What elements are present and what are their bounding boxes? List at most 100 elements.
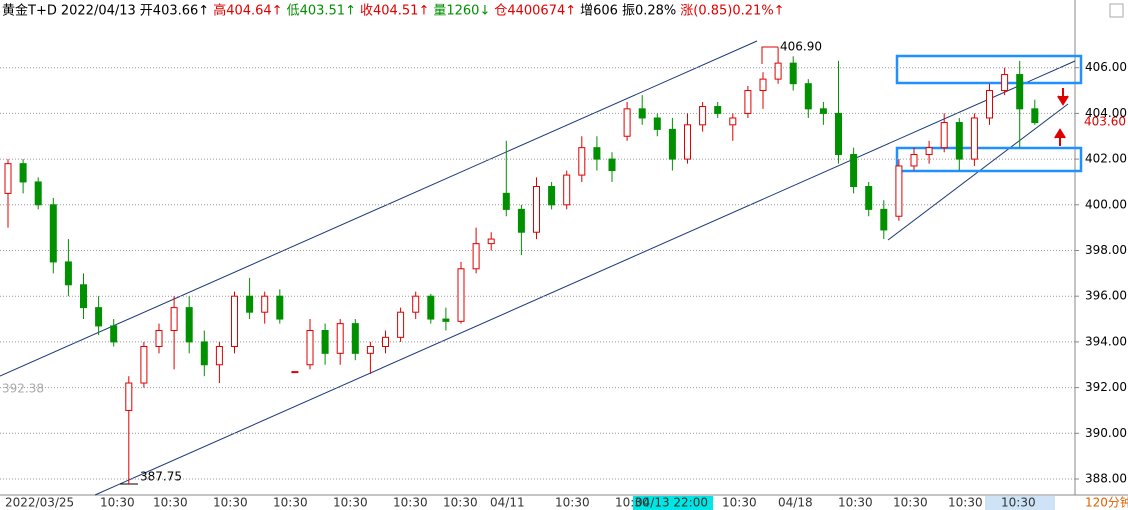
candle-body xyxy=(246,295,254,313)
candle-body xyxy=(19,163,27,183)
annotation: 387.75 xyxy=(140,470,182,484)
candle-body xyxy=(200,341,208,366)
candle-body xyxy=(638,108,646,119)
x-tick-label: 04/11 xyxy=(490,496,525,510)
candle-body xyxy=(608,158,616,172)
candle-body xyxy=(231,295,238,347)
candle-body xyxy=(336,323,344,354)
y-tick-label: 388.00 xyxy=(1085,472,1127,486)
candle-body xyxy=(910,154,918,167)
candle-body xyxy=(623,108,631,137)
candle-body xyxy=(502,192,510,210)
x-tick-label: 10:30 xyxy=(615,496,650,510)
candle-body xyxy=(563,174,571,206)
candle-body xyxy=(668,128,676,160)
candle-body xyxy=(351,323,359,354)
candle-body xyxy=(548,186,556,206)
candle-body xyxy=(789,62,797,85)
candle-body xyxy=(865,186,873,210)
candle-body xyxy=(1031,108,1039,124)
candle-body xyxy=(850,154,858,188)
candle-body xyxy=(321,329,329,354)
candle-body xyxy=(306,329,314,366)
candle-body xyxy=(291,371,299,374)
candle-body xyxy=(986,90,993,119)
price-label-bg xyxy=(1076,114,1128,130)
arrow-down xyxy=(1057,88,1069,106)
y-tick-label: 402.00 xyxy=(1085,152,1127,166)
candle-body xyxy=(95,307,103,327)
candle-body xyxy=(472,243,480,270)
x-tick-label: 10:30 xyxy=(273,496,308,510)
candle-body xyxy=(970,117,978,160)
y-tick-label: 400.00 xyxy=(1085,197,1127,211)
candle-body xyxy=(49,204,57,263)
header-item: 收404.51↑ xyxy=(360,4,429,19)
trend-line xyxy=(94,60,1076,496)
candle-body xyxy=(185,307,193,343)
y-tick-label: 390.00 xyxy=(1085,426,1127,440)
candle-body xyxy=(140,345,148,384)
candle-body xyxy=(110,325,118,343)
candle-body xyxy=(578,147,586,176)
candle-body xyxy=(382,336,389,347)
candle-body xyxy=(170,307,178,331)
candle-body xyxy=(819,108,827,114)
candle-body xyxy=(1016,74,1024,110)
x-tick-label: 10:30 xyxy=(722,496,757,510)
candle-body xyxy=(427,295,435,320)
header: 黄金T+D 2022/04/13 开403.66↑ 高404.64↑ 低403.51↑ 收… xyxy=(2,3,785,19)
candle-body xyxy=(895,165,903,217)
y-tick-label: 392.00 xyxy=(1085,380,1127,394)
candle-body xyxy=(34,181,42,206)
header-item: 低403.51↑ xyxy=(287,4,356,19)
x-tick-label: 10:30 xyxy=(213,496,248,510)
x-tick-label: 10:30 xyxy=(393,496,428,510)
trend-line xyxy=(0,40,758,377)
header-item: 高404.64↑ xyxy=(213,3,282,19)
annotation: 406.90 xyxy=(780,40,822,54)
candle-body xyxy=(80,284,87,309)
candle-body xyxy=(533,186,540,233)
y-tick-label: 398.00 xyxy=(1085,243,1127,257)
x-tick-label: 10:30 xyxy=(333,496,368,510)
candle-body xyxy=(804,83,812,110)
highlight-box xyxy=(895,54,1083,85)
x-tick-label: 10:30 xyxy=(893,496,928,510)
candle-body xyxy=(593,147,601,160)
x-tick-label: 10:30 xyxy=(153,496,188,510)
candle-body xyxy=(261,295,269,313)
candle-body xyxy=(125,382,133,411)
x-tick-label: 10:30 xyxy=(1001,496,1036,510)
arrow-up xyxy=(1054,128,1066,146)
cursor-label-bg xyxy=(633,496,713,510)
candle-body xyxy=(215,345,223,366)
y-tick-label: 394.00 xyxy=(1085,334,1127,348)
candle-body xyxy=(774,62,782,80)
y-tick-label: 396.00 xyxy=(1085,289,1127,303)
candle-body xyxy=(759,78,767,92)
x-tick-label: 04/13 22:00 xyxy=(635,496,708,510)
candle-body xyxy=(397,311,405,338)
candle-body xyxy=(653,117,661,130)
cursor-label-bg xyxy=(985,496,1055,510)
header-item: 增606 xyxy=(580,4,618,19)
annotation-leader xyxy=(761,46,778,64)
candle-body xyxy=(457,268,465,322)
x-tick-label: 2022/03/25 xyxy=(5,496,74,510)
settings-icon[interactable] xyxy=(1109,3,1124,18)
candle-body xyxy=(487,238,495,245)
candle-body xyxy=(880,208,888,231)
x-tick-label: 120分钟 xyxy=(1085,495,1128,510)
candle-body xyxy=(714,106,722,114)
candle-body xyxy=(517,208,525,233)
annotation: 392.38 xyxy=(2,382,44,396)
x-tick-label: 10:30 xyxy=(100,496,135,510)
candle-body xyxy=(940,122,948,149)
y-tick-label: 404.00 xyxy=(1085,106,1127,120)
header-item: 开403.66↑ xyxy=(140,4,209,19)
candle-body xyxy=(744,90,752,114)
candle-body xyxy=(366,345,374,354)
candle-body xyxy=(699,106,707,126)
